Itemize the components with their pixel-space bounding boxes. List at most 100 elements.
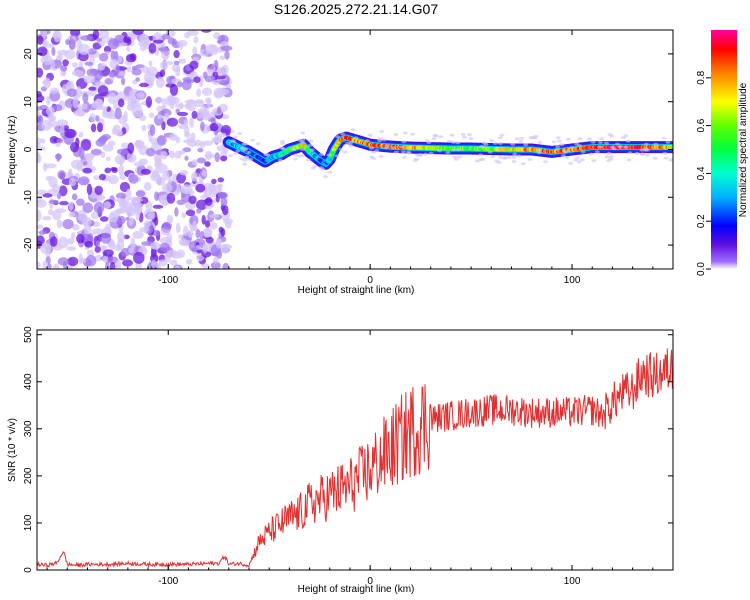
noise-blob xyxy=(43,43,55,48)
ridge-speckle xyxy=(378,155,384,158)
noise-blob xyxy=(110,50,116,61)
noise-blob xyxy=(76,39,83,52)
ridge-speckle xyxy=(457,155,463,159)
ridge-speckle xyxy=(608,157,614,161)
noise-blob xyxy=(114,107,122,120)
y-tick-label: 0 xyxy=(23,567,34,573)
spectral-ridge xyxy=(222,128,673,179)
noise-blob xyxy=(130,237,136,250)
noise-blob xyxy=(141,124,147,132)
ridge-speckle xyxy=(239,146,245,150)
ridge-speckle xyxy=(556,139,562,143)
noise-blob xyxy=(175,222,181,234)
colorbar-ticks: 0.0 0.2 0.4 0.6 0.8 xyxy=(696,70,711,276)
noise-blob xyxy=(88,86,97,91)
noise-blob xyxy=(100,151,106,158)
ridge-speckle xyxy=(623,134,629,138)
noise-blob xyxy=(181,192,191,203)
ridge-speckle xyxy=(400,150,406,154)
noise-blob xyxy=(161,200,168,206)
noise-blob xyxy=(41,30,47,39)
x-tick-label: 100 xyxy=(564,275,581,286)
noise-blob xyxy=(114,197,126,203)
noise-blob xyxy=(215,238,222,249)
noise-blob xyxy=(127,247,134,254)
noise-blob xyxy=(82,167,92,174)
noise-blob xyxy=(192,220,197,231)
ridge-speckle xyxy=(297,138,303,142)
noise-blob xyxy=(145,200,153,212)
noise-blob xyxy=(217,191,228,199)
noise-blob xyxy=(57,170,66,180)
noise-blob xyxy=(37,261,41,269)
noise-blob xyxy=(201,263,211,269)
ridge-speckle xyxy=(665,140,671,144)
noise-blob xyxy=(193,36,199,44)
noise-blob xyxy=(160,151,168,160)
noise-blob xyxy=(191,110,198,119)
y-tick-label: -20 xyxy=(23,237,34,252)
noise-blob xyxy=(108,38,120,50)
ridge-speckle xyxy=(606,151,612,155)
ridge-speckle xyxy=(277,158,283,162)
noise-blob xyxy=(91,228,104,236)
noise-blob xyxy=(42,216,52,221)
noise-blob xyxy=(103,45,112,54)
ridge-speckle xyxy=(461,135,467,139)
noise-blob xyxy=(37,110,41,118)
noise-blob xyxy=(136,140,145,149)
noise-blob xyxy=(178,238,188,246)
ridge-speckle xyxy=(502,156,508,160)
noise-blob xyxy=(193,76,201,83)
ridge-speckle xyxy=(246,150,252,154)
noise-blob xyxy=(139,44,147,52)
ridge-speckle xyxy=(580,158,585,162)
noise-blob xyxy=(165,83,176,88)
ridge-speckle xyxy=(428,151,434,155)
noise-blob xyxy=(96,196,102,202)
ridge-speckle xyxy=(305,158,311,162)
ridge-speckle xyxy=(555,136,561,140)
noise-blob xyxy=(215,75,226,80)
noise-blob xyxy=(126,103,136,111)
noise-blob xyxy=(90,211,99,220)
noise-blob xyxy=(56,49,69,56)
noise-blob xyxy=(68,201,74,211)
noise-blob xyxy=(190,132,196,141)
noise-blob xyxy=(221,114,230,120)
noise-blob xyxy=(191,171,198,182)
noise-blob xyxy=(42,193,53,198)
ridge-speckle xyxy=(520,162,526,166)
ridge-speckle xyxy=(242,148,248,152)
noise-blob xyxy=(83,161,88,166)
noise-blob xyxy=(128,174,139,184)
noise-blob xyxy=(196,199,208,211)
noise-blob xyxy=(71,62,79,68)
ridge-speckle xyxy=(643,148,648,152)
noise-blob xyxy=(185,209,196,217)
noise-blob xyxy=(184,32,191,39)
ridge-speckle xyxy=(543,160,548,164)
noise-blob xyxy=(135,190,146,197)
ridge-speckle xyxy=(449,133,455,137)
noise-blob xyxy=(202,87,213,96)
noise-blob xyxy=(135,77,140,82)
noise-blob xyxy=(143,220,151,228)
ridge-speckle xyxy=(381,138,387,142)
noise-blob xyxy=(162,183,173,193)
noise-blob xyxy=(200,194,209,199)
noise-blob xyxy=(71,159,83,170)
noise-blob xyxy=(133,161,145,167)
noise-blob xyxy=(76,86,82,98)
noise-blob xyxy=(37,195,42,204)
noise-blob xyxy=(81,103,88,110)
noise-blob xyxy=(66,246,77,251)
ridge-speckle xyxy=(410,132,416,136)
noise-blob xyxy=(173,50,180,59)
noise-blob xyxy=(179,42,184,50)
ridge-speckle xyxy=(394,150,399,154)
noise-blob xyxy=(40,243,51,249)
noise-blob xyxy=(204,161,211,167)
noise-blob xyxy=(218,80,230,86)
noise-blob xyxy=(125,188,132,201)
